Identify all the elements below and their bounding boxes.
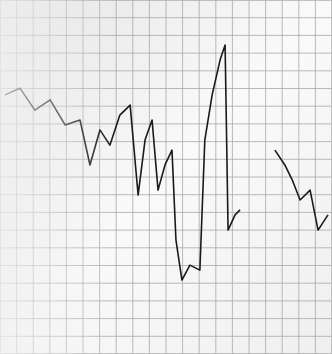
grid-line-y (0, 194, 332, 195)
grid-line-y (0, 247, 332, 248)
background (0, 0, 332, 354)
grid-line-y (0, 318, 332, 319)
grid-line-y (0, 212, 332, 213)
chart (0, 0, 332, 354)
grid-line-y (0, 283, 332, 284)
grid-line-y (0, 53, 332, 54)
grid-line-y (0, 17, 332, 18)
grid-line-y (0, 265, 332, 266)
photo-haze (0, 0, 332, 354)
line-series (5, 45, 328, 280)
plot-frame (0, 0, 332, 354)
grid-line-y (0, 106, 332, 107)
grid-line-y (0, 336, 332, 337)
grid-line-y (0, 70, 332, 71)
grid-line-y (0, 230, 332, 231)
grid-line-y (0, 300, 332, 301)
grid-line-y (0, 177, 332, 178)
grid-line-y (0, 141, 332, 142)
grid-line-y (0, 35, 332, 36)
plot-area (5, 45, 328, 280)
grid (0, 0, 332, 354)
grid-line-y (0, 88, 332, 89)
grid-line-y (0, 123, 332, 124)
